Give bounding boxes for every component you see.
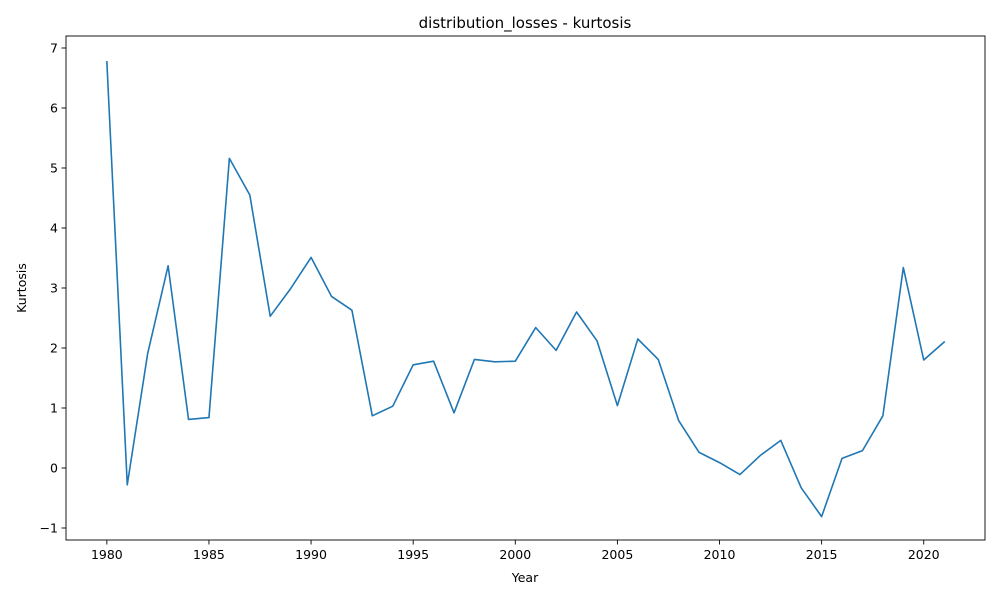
series-line <box>106 60 946 518</box>
y-tick-label: 4 <box>50 221 58 236</box>
x-tick-label: 1980 <box>91 547 123 562</box>
chart-title: distribution_losses - kurtosis <box>419 14 632 33</box>
x-axis-label: Year <box>511 570 539 585</box>
y-axis-label: Kurtosis <box>14 263 29 313</box>
x-axis: 1980 1985 1990 1995 2000 2005 2010 2015 2020 <box>91 540 940 562</box>
x-tick-label: 2000 <box>499 547 531 562</box>
y-tick-label: −1 <box>40 521 58 536</box>
y-tick-label: 7 <box>50 41 58 56</box>
x-tick-label: 2020 <box>908 547 940 562</box>
y-axis: −1 0 1 2 3 4 5 6 7 <box>40 41 66 536</box>
x-tick-label: 2010 <box>704 547 736 562</box>
x-tick-label: 1990 <box>295 547 327 562</box>
y-tick-label: 2 <box>50 341 58 356</box>
x-tick-label: 2005 <box>601 547 633 562</box>
y-tick-label: 0 <box>50 461 58 476</box>
y-tick-label: 5 <box>50 161 58 176</box>
x-tick-label: 2015 <box>806 547 838 562</box>
x-tick-label: 1995 <box>397 547 429 562</box>
y-tick-label: 3 <box>50 281 58 296</box>
y-tick-label: 6 <box>50 101 58 116</box>
x-tick-label: 1985 <box>193 547 225 562</box>
plot-area <box>66 36 985 540</box>
y-tick-label: 1 <box>50 401 58 416</box>
